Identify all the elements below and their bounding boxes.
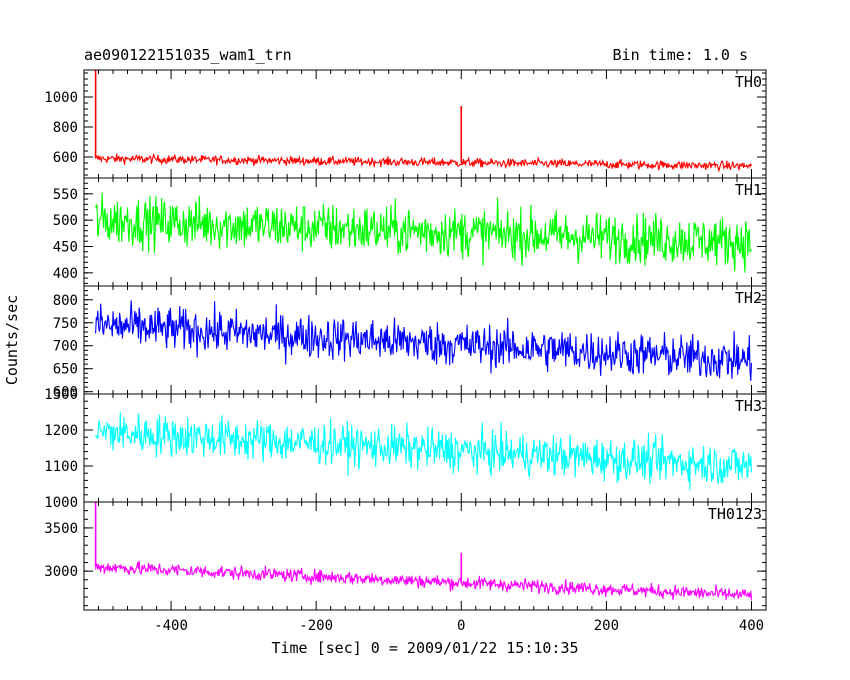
panel-th3: 1300 1200 1100 1000 TH3	[44, 387, 767, 511]
y-tick-label: 450	[53, 239, 78, 255]
y-tick-label: 600	[53, 385, 78, 401]
series-line-th1	[95, 192, 752, 273]
y-tick-label: 1000	[44, 495, 78, 511]
panel-label-th0123: TH0123	[708, 505, 762, 523]
panel-th2: 800 750 700 650 600 TH2	[53, 285, 767, 401]
panel-frame	[83, 501, 767, 611]
series-line-th2	[95, 300, 753, 381]
panel-label-th1: TH1	[735, 181, 762, 199]
y-tick-label: 550	[53, 187, 78, 203]
y-tick-label: 3500	[44, 521, 78, 537]
y-tick-label: 600	[53, 150, 78, 166]
y-tick-label: 650	[53, 362, 78, 378]
panel-label-th3: TH3	[735, 397, 762, 415]
y-tick-label: 700	[53, 339, 78, 355]
y-tick-label: 1000	[44, 90, 78, 106]
x-axis-label: Time [sec] 0 = 2009/01/22 15:10:35	[271, 639, 578, 657]
panel-label-th2: TH2	[735, 289, 762, 307]
x-tick-label: -200	[299, 618, 333, 634]
y-tick-label: 3000	[44, 564, 78, 580]
panel-th0123: 3500 3000 TH0123	[44, 501, 767, 611]
x-tick-label: 0	[457, 618, 465, 634]
x-tick-label: -400	[154, 618, 188, 634]
series-line-th0	[95, 153, 752, 173]
y-axis-label: Counts/sec	[3, 295, 21, 385]
panels-group: 1000 800 600 TH0 550 500 450 400 TH1 800 750 700 650…	[44, 69, 767, 611]
panel-th1: 550 500 450 400 TH1	[53, 177, 767, 287]
chart-title: ae090122151035_wam1_trn	[84, 46, 292, 64]
panel-label-th0: TH0	[735, 73, 762, 91]
y-tick-label: 500	[53, 213, 78, 229]
y-tick-label: 400	[53, 266, 78, 282]
series-line-th3	[95, 411, 753, 491]
y-tick-label: 1100	[44, 459, 78, 475]
x-tick-label: 400	[739, 618, 764, 634]
y-tick-label: 1300	[44, 387, 78, 403]
x-tick-labels: -400 -200 0 200 400	[154, 618, 764, 634]
y-tick-label: 800	[53, 120, 78, 136]
y-tick-label: 800	[53, 293, 78, 309]
x-tick-label: 200	[594, 618, 619, 634]
panel-th0: 1000 800 600 TH0	[44, 69, 767, 179]
bin-time-label: Bin time: 1.0 s	[613, 46, 748, 64]
y-tick-label: 750	[53, 316, 78, 332]
y-tick-label: 1200	[44, 423, 78, 439]
series-line-th0123	[95, 560, 753, 601]
